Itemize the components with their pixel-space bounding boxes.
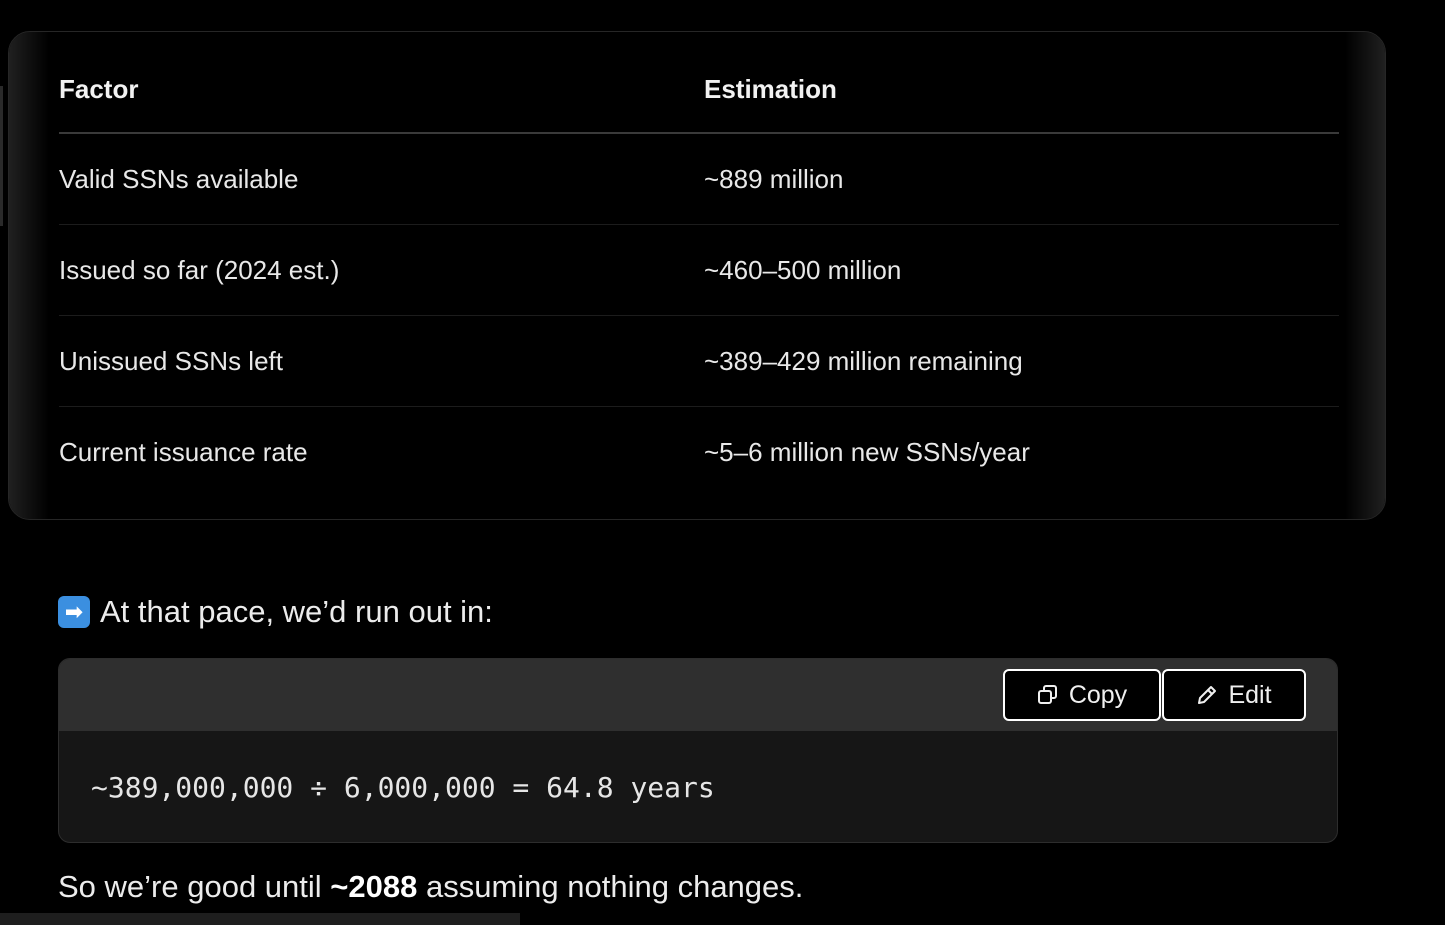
bottom-scroll-strip: [0, 913, 520, 925]
conclusion-text-after: assuming nothing changes.: [417, 869, 804, 904]
conclusion-text-before: So we’re good until: [58, 869, 331, 904]
table-cell-factor: Unissued SSNs left: [59, 315, 704, 407]
table-cell-estimation: ~889 million: [704, 133, 1339, 225]
table-cell-factor: Issued so far (2024 est.): [59, 224, 704, 316]
table-cell-estimation: ~5–6 million new SSNs/year: [704, 436, 1030, 467]
conclusion-year: ~2088: [330, 869, 418, 904]
code-block-header: Copy Edit: [59, 659, 1337, 731]
copy-button-label: Copy: [1068, 680, 1128, 709]
copy-icon: [1037, 685, 1057, 704]
table-header-row: Factor Estimation: [59, 32, 1339, 134]
edit-button-label: Edit: [1228, 680, 1272, 709]
ssn-table-card: Factor Estimation Valid SSNs available ~…: [8, 31, 1386, 520]
right-arrow-icon: ➡: [58, 596, 90, 628]
table-cell-factor: Valid SSNs available: [59, 133, 704, 225]
copy-button[interactable]: Copy: [1003, 669, 1161, 721]
table-row: Current issuance rate ~5–6 million new S…: [59, 407, 1339, 498]
ssn-table: Factor Estimation Valid SSNs available ~…: [59, 32, 1339, 497]
edit-button[interactable]: Edit: [1162, 669, 1306, 721]
code-content: ~389,000,000 ÷ 6,000,000 = 64.8 years: [91, 771, 715, 804]
pace-text: At that pace, we’d run out in:: [100, 594, 493, 629]
sidebar-edge: [0, 86, 3, 226]
conclusion-paragraph: So we’re good until ~2088 assuming nothi…: [58, 869, 803, 905]
pace-paragraph: ➡ At that pace, we’d run out in:: [58, 594, 493, 630]
table-row: Valid SSNs available ~889 million: [59, 133, 1339, 225]
table-cell-estimation: ~389–429 million remaining: [704, 315, 1339, 407]
table-cell-estimation: ~460–500 million: [704, 224, 1339, 316]
pencil-icon: [1198, 686, 1217, 704]
header-estimation: Estimation: [704, 32, 1339, 134]
table-row: Issued so far (2024 est.) ~460–500 milli…: [59, 224, 1339, 316]
table-row: Unissued SSNs left ~389–429 million rema…: [59, 315, 1339, 407]
table-cell-factor: Current issuance rate: [59, 436, 308, 467]
code-block: Copy Edit ~389,000,000 ÷ 6,000,000 = 64.…: [58, 658, 1338, 843]
header-factor: Factor: [59, 32, 704, 134]
